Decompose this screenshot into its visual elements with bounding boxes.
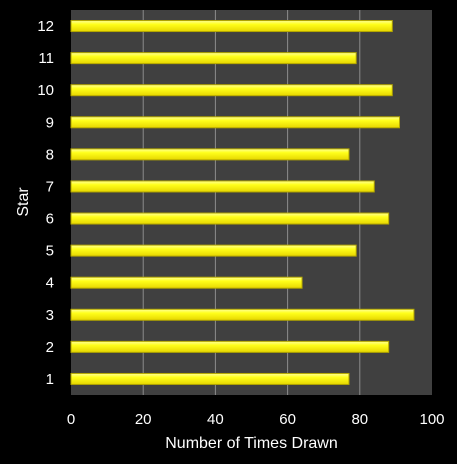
x-tick-label: 40 (207, 411, 224, 428)
bar-star-7 (70, 180, 375, 193)
bar-star-4 (70, 276, 303, 289)
y-tick-label: 12 (37, 18, 54, 35)
y-axis-title: Star (15, 187, 32, 217)
bar-star-5 (70, 244, 357, 257)
y-tick-label: 4 (46, 275, 54, 292)
y-tick-label: 6 (46, 211, 54, 228)
gridlines (142, 10, 361, 395)
y-tick-label: 1 (46, 371, 54, 388)
bar-star-8 (70, 148, 350, 161)
x-tick-label: 20 (135, 411, 152, 428)
bar-star-9 (70, 116, 401, 129)
y-tick-label: 3 (46, 307, 54, 324)
bar-star-6 (70, 212, 390, 225)
x-tick-label: 100 (419, 411, 444, 428)
x-axis-title: Number of Times Drawn (165, 435, 338, 452)
x-tick-labels: 0 20 40 60 80 100 (67, 411, 445, 428)
y-tick-label: 10 (37, 82, 54, 99)
y-tick-label: 2 (46, 339, 54, 356)
bar-star-11 (70, 52, 357, 65)
bar-star-3 (70, 308, 415, 321)
bar-star-1 (70, 372, 350, 385)
bar-star-10 (70, 84, 393, 97)
y-tick-label: 7 (46, 178, 54, 195)
x-tick-label: 0 (67, 411, 75, 428)
plot-area (71, 10, 432, 395)
y-tick-label: 5 (46, 243, 54, 260)
bar-star-12 (70, 20, 393, 33)
y-tick-label: 9 (46, 114, 54, 131)
x-tick-label: 80 (351, 411, 368, 428)
y-tick-label: 11 (38, 50, 54, 67)
bar-star-2 (70, 340, 390, 353)
bars (70, 20, 415, 385)
y-tick-label: 8 (46, 146, 54, 163)
x-tick-label: 60 (279, 411, 296, 428)
